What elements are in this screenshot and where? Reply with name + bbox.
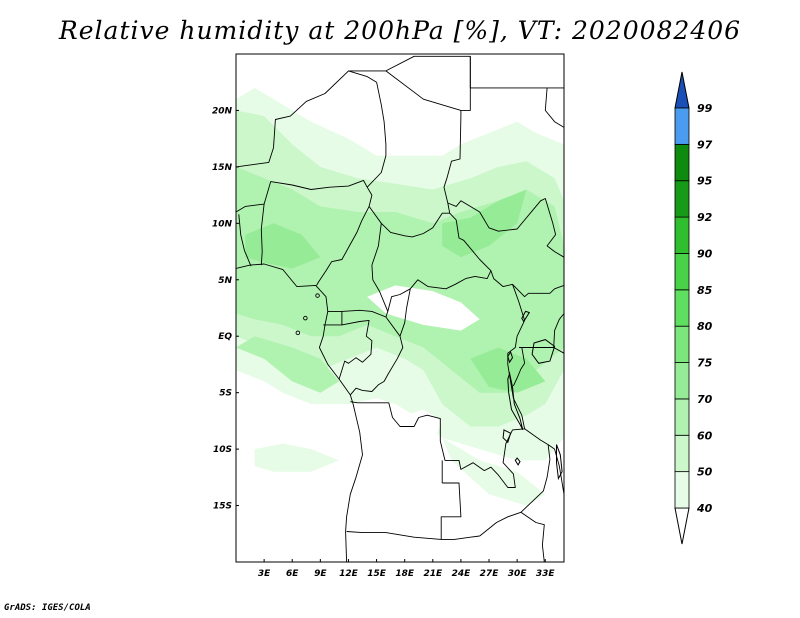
country-borders	[236, 55, 564, 562]
dry-area	[367, 285, 480, 331]
colorbar-label: 99	[697, 102, 713, 115]
colorbar-segment	[674, 180, 690, 218]
border-line	[451, 55, 564, 89]
credit-text: GrADS: IGES/COLA	[4, 603, 91, 613]
lat-tick-label: 10S	[213, 445, 232, 455]
island-outline	[295, 330, 301, 336]
border-line	[479, 511, 545, 562]
latitude-axis: 20N 15N 10N 5N EQ 5S 10S 15S	[212, 106, 239, 512]
colorbar-segment	[674, 143, 690, 182]
island-outline	[303, 315, 308, 321]
colorbar-label: 50	[697, 466, 713, 479]
colorbar-label: 85	[697, 284, 713, 297]
chart-title: Relative humidity at 200hPa [%], VT: 202…	[58, 16, 742, 45]
lat-tick-label: 20N	[212, 106, 233, 116]
border-line	[238, 214, 252, 267]
lon-tick-label: 24E	[452, 569, 472, 579]
colorbar-segment	[674, 107, 690, 145]
colorbar-segment	[674, 289, 690, 327]
colorbar: 40 50 60 70 75 80 85 90 92 95 97 99	[674, 71, 713, 545]
lon-tick-label: 9E	[314, 569, 327, 579]
border-line	[399, 288, 411, 337]
lake-outline	[507, 371, 524, 431]
longitude-axis: 3E 6E 9E 12E 15E 18E 21E 24E 27E 30E 33E	[258, 559, 556, 579]
colorbar-label: 80	[697, 320, 713, 333]
lake-outline	[507, 350, 514, 364]
colorbar-segment	[674, 434, 690, 473]
border-line	[338, 319, 373, 380]
colorbar-bottom-arrow	[674, 507, 690, 545]
border-line	[512, 347, 526, 387]
lat-tick-label: 15S	[213, 502, 232, 512]
border-line	[547, 444, 564, 495]
border-line	[447, 198, 564, 258]
colorbar-label: 97	[697, 138, 713, 151]
border-line	[385, 70, 564, 298]
border-line	[520, 428, 551, 513]
lake-outline	[521, 310, 531, 323]
lon-tick-label: 12E	[339, 569, 359, 579]
colorbar-label: 90	[697, 247, 713, 260]
colorbar-label: 92	[697, 211, 713, 224]
border-line	[260, 204, 265, 266]
lon-tick-label: 6E	[286, 569, 299, 579]
lon-tick-label: 3E	[258, 569, 271, 579]
island-outline	[315, 293, 320, 298]
colorbar-segment	[674, 362, 690, 400]
colorbar-label: 75	[697, 357, 713, 370]
colorbar-label: 40	[696, 502, 713, 515]
lon-tick-label: 27E	[480, 569, 500, 579]
lat-tick-label: 5S	[219, 389, 232, 399]
lat-tick-label: 15N	[212, 163, 233, 173]
lake-outline	[502, 429, 512, 444]
colorbar-label: 60	[697, 429, 713, 442]
border-line	[553, 313, 564, 348]
lon-tick-label: 18E	[395, 569, 415, 579]
border-line	[348, 55, 452, 72]
border-line	[440, 482, 480, 540]
humidity-patch	[442, 437, 546, 506]
border-line	[368, 206, 450, 238]
colorbar-top-arrow	[674, 71, 690, 109]
border-line	[346, 531, 442, 540]
border-line	[387, 270, 492, 312]
lat-tick-label: 10N	[212, 219, 233, 229]
colorbar-segment	[674, 216, 690, 254]
humidity-patch	[245, 223, 321, 269]
border-line	[236, 263, 363, 562]
lat-tick-label: 5N	[218, 276, 232, 286]
border-line	[350, 401, 525, 488]
lon-tick-label: 15E	[367, 569, 387, 579]
colorbar-label: 95	[697, 175, 713, 188]
colorbar-segment	[674, 398, 690, 436]
dry-area	[404, 409, 443, 444]
border-line	[507, 284, 526, 429]
lake-outline	[531, 339, 556, 364]
humidity-patch	[470, 347, 546, 393]
lon-tick-label: 30E	[508, 569, 528, 579]
lon-tick-label: 33E	[536, 569, 556, 579]
humidity-patch	[254, 443, 340, 472]
lake-outline	[556, 444, 563, 481]
map-frame	[235, 53, 565, 563]
lon-tick-label: 21E	[423, 569, 443, 579]
humidity-field	[236, 70, 564, 506]
border-line	[544, 87, 564, 128]
colorbar-segment	[674, 253, 690, 291]
border-line	[236, 70, 377, 168]
border-line	[366, 82, 387, 188]
border-line	[349, 316, 404, 396]
colorbar-segment	[674, 325, 690, 363]
humidity-patch	[236, 336, 340, 393]
dry-area	[320, 70, 424, 117]
border-line	[236, 179, 373, 286]
lake-outline	[514, 457, 521, 466]
colorbar-label: 70	[697, 393, 713, 406]
lat-tick-label: EQ	[218, 332, 232, 342]
border-line	[460, 56, 471, 111]
border-line	[519, 347, 564, 354]
colorbar-segment	[674, 471, 690, 509]
